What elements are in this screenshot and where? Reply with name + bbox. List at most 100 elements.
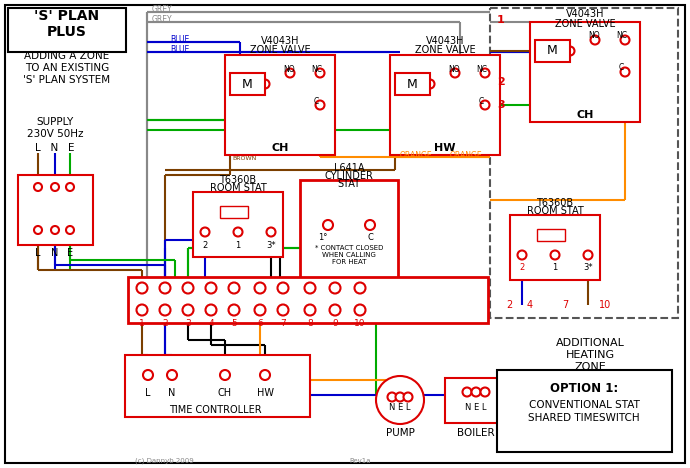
Circle shape: [34, 183, 42, 191]
Text: 3: 3: [497, 100, 504, 110]
Text: ZONE VALVE: ZONE VALVE: [415, 45, 475, 55]
Circle shape: [206, 283, 217, 293]
Circle shape: [471, 388, 480, 396]
Text: 4: 4: [527, 300, 533, 310]
Circle shape: [404, 393, 413, 402]
Text: 9: 9: [332, 319, 338, 328]
Circle shape: [266, 227, 275, 236]
Text: 10: 10: [354, 319, 366, 328]
Circle shape: [137, 283, 148, 293]
Circle shape: [167, 370, 177, 380]
Circle shape: [66, 183, 74, 191]
Circle shape: [34, 226, 42, 234]
Text: ADDITIONAL
HEATING
ZONE: ADDITIONAL HEATING ZONE: [555, 338, 624, 372]
Circle shape: [201, 227, 210, 236]
Text: BLUE: BLUE: [170, 45, 189, 54]
Text: L   N   E: L N E: [35, 143, 75, 153]
Circle shape: [220, 370, 230, 380]
Circle shape: [591, 36, 600, 44]
Bar: [497, 370, 672, 452]
Text: M: M: [406, 78, 417, 90]
Circle shape: [480, 388, 489, 396]
Text: 7: 7: [280, 319, 286, 328]
Text: 3*: 3*: [266, 241, 276, 249]
Bar: [18, 175, 93, 245]
Circle shape: [255, 305, 266, 315]
Bar: [510, 215, 600, 280]
Text: Rev1a: Rev1a: [349, 458, 371, 464]
Text: ROOM STAT: ROOM STAT: [210, 183, 266, 193]
Text: L: L: [35, 248, 41, 258]
Text: M: M: [241, 78, 253, 90]
Text: T6360B: T6360B: [219, 175, 257, 185]
Circle shape: [462, 388, 471, 396]
Bar: [395, 73, 430, 95]
Circle shape: [330, 283, 340, 293]
Bar: [225, 55, 335, 155]
Text: ORANGE: ORANGE: [450, 151, 482, 160]
Circle shape: [451, 68, 460, 78]
Text: 10: 10: [599, 300, 611, 310]
Text: BLUE: BLUE: [170, 35, 189, 44]
Text: GREY: GREY: [152, 15, 172, 24]
Circle shape: [182, 305, 193, 315]
Circle shape: [518, 250, 526, 259]
Text: OPTION 1:: OPTION 1:: [550, 381, 618, 395]
Text: NC: NC: [476, 65, 487, 73]
Bar: [595, 82, 617, 110]
Text: 2: 2: [520, 263, 524, 272]
Text: N E L: N E L: [465, 402, 486, 411]
Bar: [490, 8, 678, 318]
Circle shape: [620, 36, 629, 44]
Text: BROWN: BROWN: [232, 156, 257, 161]
Circle shape: [159, 283, 170, 293]
Text: 1: 1: [553, 263, 558, 272]
Text: M: M: [546, 44, 558, 58]
Circle shape: [304, 283, 315, 293]
Circle shape: [137, 305, 148, 315]
Text: STAT: STAT: [337, 179, 360, 189]
Text: 1: 1: [497, 15, 505, 25]
Text: SHARED TIMESWITCH: SHARED TIMESWITCH: [528, 413, 640, 423]
Bar: [445, 378, 507, 423]
Text: V4043H: V4043H: [261, 36, 299, 46]
Bar: [530, 22, 640, 122]
Text: CH: CH: [271, 143, 288, 153]
Text: C: C: [367, 233, 373, 241]
Text: 3*: 3*: [583, 263, 593, 272]
Text: CH: CH: [218, 388, 232, 398]
Text: ADDING A ZONE
TO AN EXISTING
'S' PLAN SYSTEM: ADDING A ZONE TO AN EXISTING 'S' PLAN SY…: [23, 51, 110, 85]
Text: 7: 7: [562, 300, 568, 310]
Text: 3: 3: [185, 319, 191, 328]
Circle shape: [330, 305, 340, 315]
Bar: [230, 73, 265, 95]
Bar: [400, 115, 422, 143]
Circle shape: [566, 46, 575, 56]
Text: * CONTACT CLOSED
WHEN CALLING
FOR HEAT: * CONTACT CLOSED WHEN CALLING FOR HEAT: [315, 245, 383, 265]
Text: 'S' PLAN
PLUS: 'S' PLAN PLUS: [34, 9, 99, 39]
Circle shape: [323, 220, 333, 230]
Bar: [220, 206, 248, 218]
Text: E: E: [67, 248, 73, 258]
Circle shape: [261, 80, 270, 88]
Circle shape: [143, 370, 153, 380]
Text: CYLINDER: CYLINDER: [324, 171, 373, 181]
Circle shape: [228, 305, 239, 315]
Circle shape: [584, 250, 593, 259]
Circle shape: [304, 305, 315, 315]
Text: (c) Dannyb 2009: (c) Dannyb 2009: [135, 458, 194, 464]
Text: ZONE VALVE: ZONE VALVE: [250, 45, 310, 55]
Circle shape: [260, 370, 270, 380]
Circle shape: [620, 67, 629, 76]
Text: 2: 2: [506, 300, 512, 310]
Text: 4: 4: [208, 319, 214, 328]
Text: ZONE VALVE: ZONE VALVE: [555, 19, 615, 29]
Circle shape: [376, 376, 424, 424]
Text: T6360B: T6360B: [536, 198, 573, 208]
Circle shape: [277, 305, 288, 315]
Circle shape: [159, 305, 170, 315]
Bar: [8, 8, 126, 52]
Circle shape: [51, 226, 59, 234]
Circle shape: [66, 226, 74, 234]
Circle shape: [480, 101, 489, 110]
